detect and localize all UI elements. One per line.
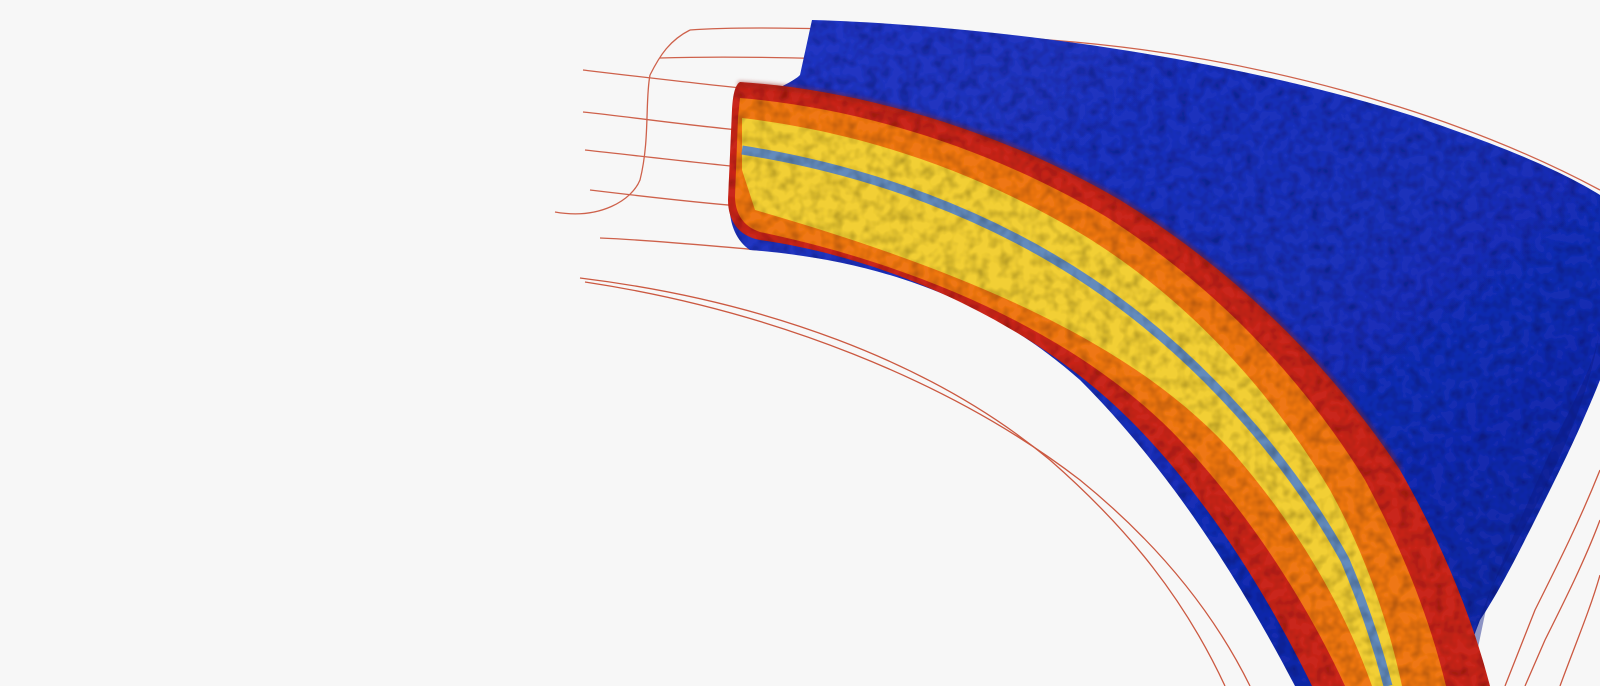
streamlines-lower bbox=[579, 277, 1600, 686]
outer-volume-edge bbox=[1455, 330, 1600, 686]
flux-band bbox=[728, 82, 1490, 686]
flux-band-rim bbox=[737, 81, 1403, 472]
